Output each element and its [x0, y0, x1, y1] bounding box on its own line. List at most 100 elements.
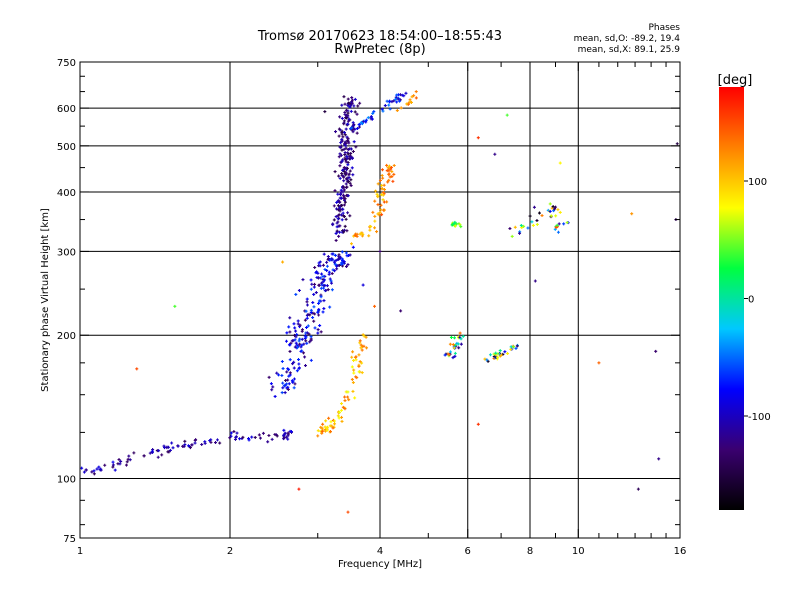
- cluster-point: [319, 295, 323, 299]
- cluster-point: [371, 111, 375, 115]
- cluster-point: [447, 353, 451, 357]
- cluster-point: [285, 382, 289, 386]
- cluster-point: [300, 349, 304, 353]
- cluster-point: [362, 334, 366, 338]
- cluster-point: [452, 346, 456, 350]
- cluster-point: [333, 170, 337, 174]
- cluster-point: [271, 385, 275, 389]
- cluster-point: [343, 407, 347, 411]
- cluster-point: [352, 368, 356, 372]
- cluster-point: [317, 299, 321, 303]
- cluster-point: [215, 438, 219, 442]
- cluster-point: [111, 463, 115, 467]
- cluster-point: [321, 280, 325, 284]
- cluster-point: [142, 454, 146, 458]
- cluster-point: [387, 169, 391, 173]
- cluster-point: [348, 169, 352, 173]
- y-tick-label: 400: [57, 188, 76, 199]
- cluster-point: [385, 200, 389, 204]
- cluster-point: [337, 234, 341, 238]
- cluster-point: [124, 463, 128, 467]
- cluster-point: [383, 104, 387, 108]
- cluster-point: [353, 97, 357, 101]
- y-tick-label: 75: [63, 534, 76, 545]
- cluster-point: [343, 197, 347, 201]
- cluster-point: [400, 93, 404, 97]
- cluster-point: [342, 179, 346, 183]
- cluster-point: [309, 287, 313, 291]
- cluster-point: [459, 337, 463, 341]
- cluster-point: [360, 234, 364, 238]
- cluster-point: [316, 328, 320, 332]
- cluster-point: [304, 335, 308, 339]
- cluster-point: [342, 119, 346, 123]
- cluster-point: [338, 115, 342, 119]
- cluster-point: [351, 121, 355, 125]
- cluster-point: [342, 147, 346, 151]
- cluster-point: [345, 229, 349, 233]
- cluster-point: [321, 274, 325, 278]
- cluster-point: [390, 170, 394, 174]
- x-tick-label: 10: [572, 546, 585, 557]
- cluster-point: [308, 340, 312, 344]
- y-tick-label: 600: [57, 104, 76, 115]
- cluster-point: [346, 119, 350, 123]
- cluster-point: [392, 163, 396, 167]
- cluster-point: [305, 297, 309, 301]
- cluster-point: [345, 166, 349, 170]
- cluster-point: [284, 339, 288, 343]
- scatter-point: [565, 221, 569, 225]
- cluster-point: [350, 365, 354, 369]
- scatter-point: [361, 283, 365, 287]
- cluster-point: [354, 145, 358, 149]
- cluster-point: [540, 214, 544, 218]
- cluster-point: [148, 451, 152, 455]
- cluster-point: [337, 410, 341, 414]
- cluster-point: [337, 134, 341, 138]
- cluster-point: [334, 130, 338, 134]
- cluster-point: [385, 163, 389, 167]
- cluster-point: [379, 203, 383, 207]
- cluster-point: [301, 278, 305, 282]
- cluster-point: [337, 254, 341, 258]
- cluster-point: [349, 178, 353, 182]
- cluster-point: [305, 331, 309, 335]
- cluster-point: [376, 182, 380, 186]
- y-tick-label: 200: [57, 331, 76, 342]
- y-tick-label: 300: [57, 247, 76, 258]
- cluster-point: [346, 263, 350, 267]
- grid-lines: [80, 62, 680, 538]
- cluster-point: [311, 316, 315, 320]
- cluster-point: [344, 127, 348, 131]
- scatter-point: [493, 152, 497, 156]
- cluster-point: [313, 326, 317, 330]
- cluster-point: [453, 354, 457, 358]
- cluster-point: [359, 346, 363, 350]
- cluster-point: [340, 148, 344, 152]
- cluster-point: [409, 100, 413, 104]
- cluster-point: [352, 371, 356, 375]
- scatter-point: [297, 487, 301, 491]
- cluster-point: [342, 185, 345, 189]
- cluster-point: [456, 342, 460, 346]
- cluster-point: [288, 358, 292, 362]
- cluster-point: [378, 211, 382, 215]
- cluster-point: [92, 472, 96, 476]
- cluster-point: [341, 405, 345, 409]
- cluster-point: [309, 278, 313, 282]
- cluster-point: [319, 425, 323, 429]
- cluster-point: [348, 181, 352, 185]
- cluster-point: [208, 439, 212, 443]
- cluster-point: [82, 470, 86, 474]
- cluster-point: [317, 313, 321, 317]
- cluster-point: [448, 342, 452, 346]
- cluster-point: [336, 214, 340, 218]
- cluster-point: [305, 303, 309, 307]
- cluster-point: [289, 430, 293, 434]
- cluster-point: [176, 444, 180, 448]
- cluster-point: [352, 140, 356, 144]
- cluster-point: [296, 322, 300, 326]
- cluster-point: [218, 441, 222, 445]
- cluster-point: [510, 234, 514, 238]
